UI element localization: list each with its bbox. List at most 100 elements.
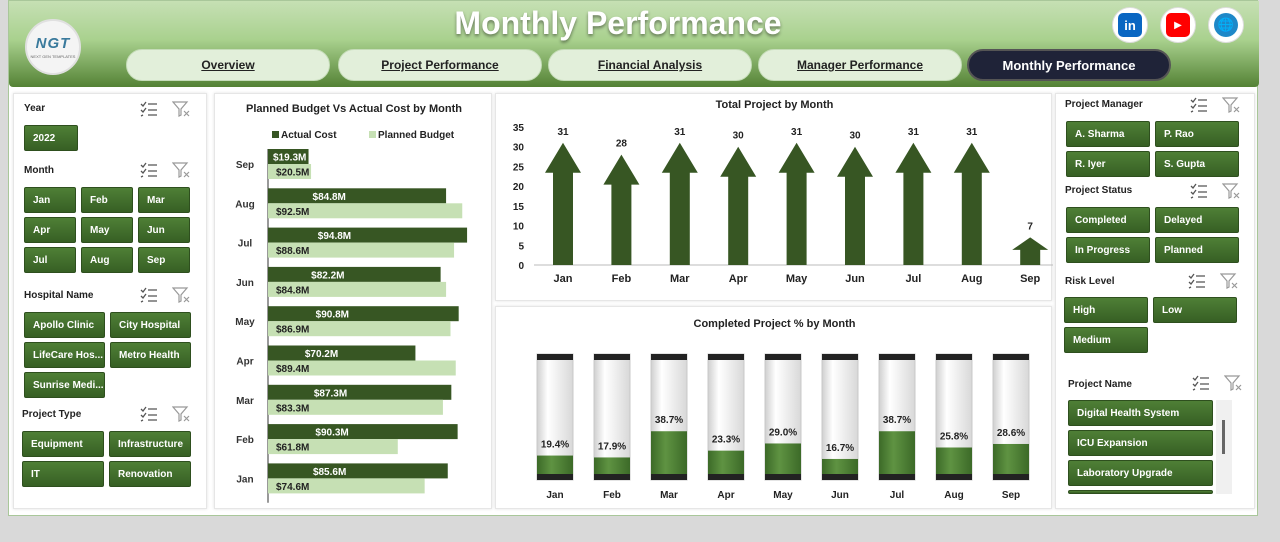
slicer-year-2022[interactable]: 2022: [24, 125, 78, 151]
data-label-actual-apr: $70.2M: [305, 349, 338, 360]
data-label-total-sep: 7: [1027, 221, 1033, 232]
data-label-total-jul: 31: [908, 127, 920, 138]
data-label-completed-aug: 25.8%: [940, 431, 968, 442]
slicer-hospital-apollo-clinic[interactable]: Apollo Clinic: [24, 312, 105, 338]
slicer-month-feb[interactable]: Feb: [81, 187, 133, 213]
slicer-type-infrastructure[interactable]: Infrastructure: [109, 431, 191, 457]
gauge-cap-mar: [651, 354, 687, 360]
slicer-type-it[interactable]: IT: [22, 461, 104, 487]
slicer-hospital-lifecare[interactable]: LifeCare Hos...: [24, 342, 105, 368]
scrollbar-thumb[interactable]: [1222, 420, 1225, 454]
bar-actual-mar: [268, 384, 452, 400]
x-tick-jul: Jul: [905, 273, 921, 285]
slicer-manager-p-rao[interactable]: P. Rao: [1155, 121, 1239, 147]
budget-vs-actual-panel: Planned Budget Vs Actual Cost by Month A…: [214, 93, 492, 509]
x-tick-jan: Jan: [554, 273, 573, 285]
multi-select-icon[interactable]: [140, 101, 158, 117]
slicer-title-project-type: Project Type: [22, 409, 82, 420]
y-tick-15: 15: [513, 202, 525, 213]
slicer-month-jul[interactable]: Jul: [24, 247, 76, 273]
multi-select-icon[interactable]: [1192, 375, 1210, 391]
legend-swatch-actual: [272, 131, 279, 138]
clear-filter-icon[interactable]: [1222, 183, 1240, 199]
multi-select-icon[interactable]: [1190, 97, 1208, 113]
slicer-project-partial-item[interactable]: [1068, 490, 1213, 494]
bar-actual-may: [268, 306, 459, 322]
x-tick-mar: Mar: [670, 273, 690, 285]
bar-actual-aug: [268, 188, 447, 204]
youtube-button[interactable]: ▶: [1160, 7, 1196, 43]
data-label-completed-jan: 19.4%: [541, 440, 569, 451]
slicer-month-aug[interactable]: Aug: [81, 247, 133, 273]
slicer-month-sep[interactable]: Sep: [138, 247, 190, 273]
slicer-project-laboratory-upgrade[interactable]: Laboratory Upgrade: [1068, 460, 1213, 486]
tab-monthly-performance[interactable]: Monthly Performance: [967, 49, 1171, 81]
bar-planned-apr: [268, 360, 456, 376]
slicer-month-apr[interactable]: Apr: [24, 217, 76, 243]
data-label-actual-feb: $90.3M: [315, 428, 348, 439]
slicer-month-may[interactable]: May: [81, 217, 133, 243]
bar-total-mar: [661, 142, 698, 265]
slicer-hospital-sunrise[interactable]: Sunrise Medi...: [24, 372, 105, 398]
slicer-manager-a-sharma[interactable]: A. Sharma: [1066, 121, 1150, 147]
x-tick-aug: Aug: [961, 273, 982, 285]
multi-select-icon[interactable]: [1190, 183, 1208, 199]
tab-manager-performance[interactable]: Manager Performance: [758, 49, 962, 81]
slicer-type-equipment[interactable]: Equipment: [22, 431, 104, 457]
total-project-panel: Total Project by Month 0 5 10 15 20 25 30 35 31 J…: [495, 93, 1053, 301]
slicer-status-completed[interactable]: Completed: [1066, 207, 1150, 233]
data-label-completed-sep: 28.6%: [997, 428, 1025, 439]
slicer-hospital-metro-health[interactable]: Metro Health: [110, 342, 191, 368]
project-list-scrollbar[interactable]: [1216, 400, 1232, 494]
clear-filter-icon[interactable]: [1220, 273, 1238, 289]
slicer-month-jan[interactable]: Jan: [24, 187, 76, 213]
data-label-total-aug: 31: [966, 127, 978, 138]
legend-swatch-planned: [369, 131, 376, 138]
multi-select-icon[interactable]: [140, 406, 158, 422]
slicer-status-delayed[interactable]: Delayed: [1155, 207, 1239, 233]
multi-select-icon[interactable]: [1188, 273, 1206, 289]
tab-overview[interactable]: Overview: [126, 49, 330, 81]
slicer-manager-r-iyer[interactable]: R. Iyer: [1066, 151, 1150, 177]
slicer-hospital-city-hospital[interactable]: City Hospital: [110, 312, 191, 338]
bar-planned-jul: [268, 242, 455, 258]
tab-financial-analysis[interactable]: Financial Analysis: [548, 49, 752, 81]
bar-total-may: [778, 142, 815, 265]
bar-total-aug: [953, 142, 990, 265]
slicer-title-manager: Project Manager: [1065, 99, 1143, 110]
slicer-month-mar[interactable]: Mar: [138, 187, 190, 213]
clear-filter-icon[interactable]: [172, 162, 190, 178]
slicer-risk-high[interactable]: High: [1064, 297, 1148, 323]
slicer-title-project-name: Project Name: [1068, 379, 1132, 390]
bar-total-feb: [603, 154, 640, 265]
bar-total-jan: [545, 142, 581, 265]
slicer-project-icu-expansion[interactable]: ICU Expansion: [1068, 430, 1213, 456]
x-tick-may: May: [786, 273, 808, 285]
slicer-risk-low[interactable]: Low: [1153, 297, 1237, 323]
chart-title-completed: Completed Project % by Month: [693, 318, 856, 330]
slicer-type-renovation[interactable]: Renovation: [109, 461, 191, 487]
slicer-risk-medium[interactable]: Medium: [1064, 327, 1148, 353]
tick-label-aug: Aug: [235, 199, 254, 210]
clear-filter-icon[interactable]: [1222, 97, 1240, 113]
tick-label-jul: Jul: [238, 239, 253, 250]
slicer-status-in-progress[interactable]: In Progress: [1066, 237, 1150, 263]
slicer-project-digital-health[interactable]: Digital Health System: [1068, 400, 1213, 426]
data-label-planned-aug: $92.5M: [276, 207, 309, 218]
linkedin-button[interactable]: in: [1112, 7, 1148, 43]
y-tick-20: 20: [513, 182, 525, 193]
tab-project-performance[interactable]: Project Performance: [338, 49, 542, 81]
clear-filter-icon[interactable]: [172, 406, 190, 422]
x-tick-completed-mar: Mar: [660, 490, 678, 501]
clear-filter-icon[interactable]: [172, 287, 190, 303]
slicer-status-planned[interactable]: Planned: [1155, 237, 1239, 263]
slicer-month-jun[interactable]: Jun: [138, 217, 190, 243]
clear-filter-icon[interactable]: [1224, 375, 1242, 391]
multi-select-icon[interactable]: [140, 162, 158, 178]
website-button[interactable]: 🌐: [1208, 7, 1244, 43]
multi-select-icon[interactable]: [140, 287, 158, 303]
x-tick-completed-apr: Apr: [717, 490, 734, 501]
data-label-total-apr: 30: [733, 131, 745, 142]
slicer-manager-s-gupta[interactable]: S. Gupta: [1155, 151, 1239, 177]
clear-filter-icon[interactable]: [172, 101, 190, 117]
